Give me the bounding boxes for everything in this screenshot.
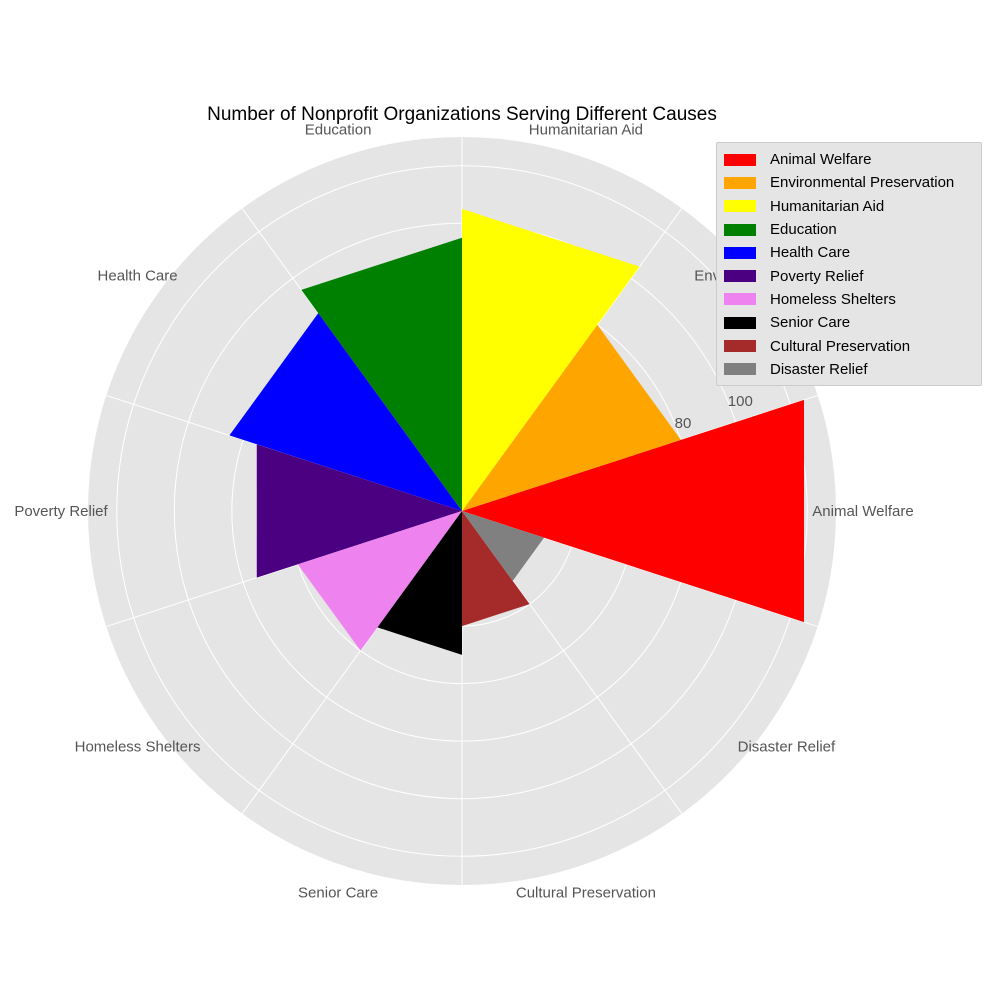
legend-swatch: [724, 316, 756, 329]
legend-label: Animal Welfare: [770, 151, 872, 169]
legend-swatch: [724, 200, 756, 213]
category-label-senior-care: Senior Care: [298, 884, 378, 901]
radial-tick-label: 80: [675, 415, 692, 432]
bar-senior-care: [377, 511, 462, 655]
radial-tick-labels: 80 100: [675, 393, 753, 432]
legend-swatch: [724, 363, 756, 376]
legend-item-homeless-shelters: Homeless Shelters: [717, 288, 981, 311]
legend-item-humanitarian-aid: Humanitarian Aid: [717, 195, 981, 218]
legend-swatch: [724, 293, 756, 306]
category-label-animal-welfare: Animal Welfare: [812, 503, 913, 520]
category-label-education: Education: [305, 122, 372, 139]
legend-label: Humanitarian Aid: [770, 197, 885, 215]
category-label-poverty-relief: Poverty Relief: [14, 503, 108, 520]
bar-poverty-relief: [256, 444, 462, 578]
legend-item-health-care: Health Care: [717, 241, 981, 264]
bar-disaster-relief: [462, 511, 545, 581]
legend-item-cultural-preservation: Cultural Preservation: [717, 334, 981, 357]
legend-label: Senior Care: [770, 314, 851, 332]
legend-swatch: [724, 270, 756, 283]
radial-tick-label: 100: [728, 393, 753, 410]
legend-label: Disaster Relief: [770, 360, 868, 378]
legend-item-education: Education: [717, 218, 981, 241]
legend-swatch: [724, 153, 756, 166]
legend-swatch: [724, 340, 756, 353]
legend-item-environmental-preservation: Environmental Preservation: [717, 171, 981, 194]
bar-health-care: [229, 313, 462, 511]
bar-homeless-shelters: [297, 511, 462, 651]
legend-swatch: [724, 223, 756, 236]
legend: Animal Welfare Environmental Preservation…: [716, 142, 982, 386]
legend-item-disaster-relief: Disaster Relief: [717, 358, 981, 381]
legend-label: Education: [770, 221, 837, 239]
category-label-health-care: Health Care: [98, 267, 178, 284]
category-label-disaster-relief: Disaster Relief: [738, 739, 836, 756]
chart-title: Number of Nonprofit Organizations Servin…: [207, 104, 717, 125]
legend-swatch: [724, 246, 756, 259]
legend-item-poverty-relief: Poverty Relief: [717, 264, 981, 287]
bar-cultural-preservation: [462, 511, 530, 627]
legend-label: Health Care: [770, 244, 851, 262]
category-label-cultural-preservation: Cultural Preservation: [516, 884, 656, 901]
bar-education: [301, 237, 462, 511]
legend-item-senior-care: Senior Care: [717, 311, 981, 334]
legend-label: Environmental Preservation: [770, 174, 955, 192]
legend-label: Poverty Relief: [770, 267, 864, 285]
legend-item-animal-welfare: Animal Welfare: [717, 148, 981, 171]
legend-label: Cultural Preservation: [770, 337, 911, 355]
legend-swatch: [724, 176, 756, 189]
bars: [229, 208, 805, 655]
legend-label: Homeless Shelters: [770, 290, 896, 308]
category-label-homeless-shelters: Homeless Shelters: [75, 739, 201, 756]
bar-animal-welfare: [462, 399, 805, 623]
bar-humanitarian-aid: [462, 208, 640, 511]
category-label-humanitarian-aid: Humanitarian Aid: [529, 122, 643, 139]
bar-environmental-preservation: [462, 324, 681, 511]
